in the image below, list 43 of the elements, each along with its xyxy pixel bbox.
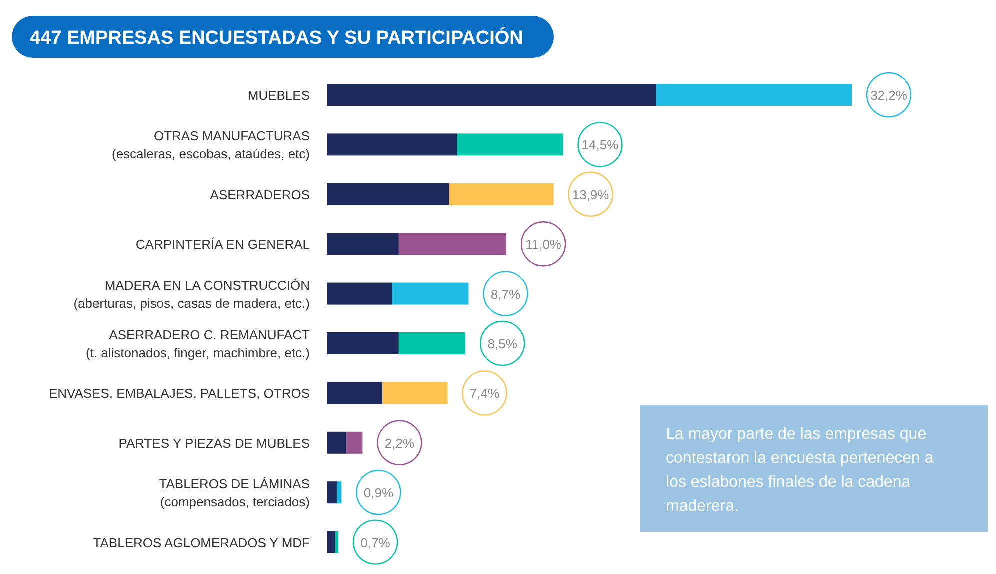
bar [449, 183, 554, 206]
bar [327, 382, 383, 404]
annotation: 14,5% [582, 138, 620, 153]
bar [335, 531, 339, 554]
bar [398, 332, 466, 354]
bar [327, 84, 656, 106]
y-tick-label: OTRAS MANUFACTURAS (escaleras, escobas, ataúdes, etc) [112, 128, 310, 162]
y-tick-label: CARPINTERÍA EN GENERAL [136, 237, 310, 252]
text-box: La mayor parte de las empresas que contestaron la encuesta pertenecen a los eslabones finales de la cadena maderera. [640, 405, 988, 532]
bar [392, 282, 469, 305]
bar [327, 282, 392, 305]
y-tick-label: ENVASES, EMBALAJES, PALLETS, OTROS [48, 386, 310, 402]
annotation: La mayor parte de las empresas que contestaron la encuesta pertenecen a los eslabones finales de la cadena maderera. [666, 426, 934, 515]
bar [336, 482, 342, 504]
annotation: 8,5% [488, 336, 518, 352]
bar [327, 332, 399, 354]
text: 32,2% [870, 88, 908, 103]
y-tick-label: ASERRADERO C. REMANUFACT (t. alistonados, finger, machimbre, etc.) [86, 328, 310, 360]
y-tick-label: PARTES Y PIEZAS DE MUBLES [118, 436, 310, 451]
bar [346, 432, 363, 454]
y-tick-label: TABLEROS DE LÁMINAS (compensados, terciados) [159, 476, 310, 510]
annotation: 11,0% [526, 237, 562, 252]
bar [327, 531, 336, 554]
bar [327, 432, 346, 454]
chart-title: 447 EMPRESAS ENCUESTADAS Y SU PARTICIPACIÓN [30, 27, 524, 49]
bar [327, 134, 458, 156]
annotation: 0,7% [360, 535, 391, 550]
bar [327, 482, 337, 504]
bar [327, 183, 450, 206]
y-tick-label: ASERRADEROS [210, 187, 310, 202]
annotation: 7,4% [470, 386, 500, 402]
bar [656, 84, 852, 106]
y-tick-label: MADERA EN LA CONSTRUCCIÓN (aberturas, pisos, casas de madera, etc.) [74, 278, 310, 311]
annotation: 13,9% [572, 187, 610, 202]
bar [327, 233, 399, 256]
bar [457, 134, 564, 156]
bar [382, 382, 448, 404]
annotation: 8,7% [490, 286, 521, 302]
annotation: 2,2% [384, 436, 415, 451]
y-tick-label: MUEBLES [248, 88, 310, 103]
bar [398, 233, 507, 256]
y-tick-label: TABLEROS AGLOMERADOS Y MDF [93, 535, 310, 550]
annotation: 0,9% [364, 486, 394, 501]
